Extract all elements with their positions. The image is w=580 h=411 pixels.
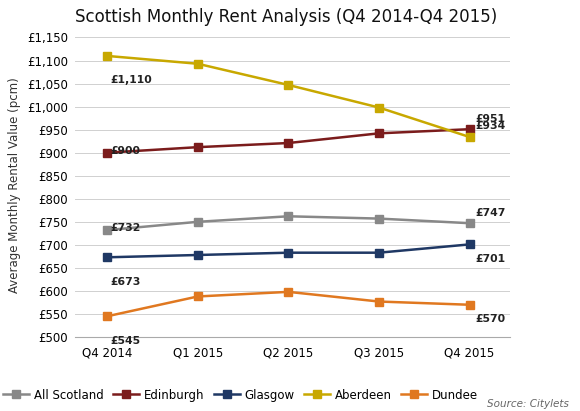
Text: £900: £900 [110, 146, 140, 156]
Glasgow [375, 250, 382, 255]
Line: Edinburgh: Edinburgh [103, 125, 474, 157]
Aberdeen [104, 53, 111, 58]
Text: £732: £732 [110, 223, 140, 233]
All Scotland [285, 214, 292, 219]
Dundee [375, 299, 382, 304]
Dundee [285, 289, 292, 294]
Text: £545: £545 [110, 336, 140, 346]
Line: Glasgow: Glasgow [103, 240, 474, 261]
Aberdeen [194, 61, 201, 66]
All Scotland [466, 221, 473, 226]
Aberdeen [285, 83, 292, 88]
All Scotland [194, 219, 201, 224]
Text: £934: £934 [475, 122, 505, 132]
Edinburgh [104, 150, 111, 155]
Glasgow [285, 250, 292, 255]
Aberdeen [466, 134, 473, 139]
Text: £673: £673 [110, 277, 140, 287]
Y-axis label: Average Monthly Rental Value (pcm): Average Monthly Rental Value (pcm) [8, 77, 21, 293]
Edinburgh [375, 131, 382, 136]
Dundee [104, 314, 111, 319]
Text: £747: £747 [475, 208, 506, 218]
Line: All Scotland: All Scotland [103, 212, 474, 234]
Text: £1,110: £1,110 [110, 75, 151, 85]
Dundee [194, 294, 201, 299]
Edinburgh [285, 141, 292, 145]
Line: Dundee: Dundee [103, 288, 474, 321]
Line: Aberdeen: Aberdeen [103, 52, 474, 141]
Aberdeen [375, 105, 382, 110]
Text: Source: Citylets: Source: Citylets [487, 399, 568, 409]
Edinburgh [194, 145, 201, 150]
All Scotland [104, 228, 111, 233]
Text: £570: £570 [475, 314, 505, 324]
Text: Scottish Monthly Rent Analysis (Q4 2014-Q4 2015): Scottish Monthly Rent Analysis (Q4 2014-… [75, 8, 498, 26]
All Scotland [375, 216, 382, 221]
Glasgow [466, 242, 473, 247]
Glasgow [104, 255, 111, 260]
Glasgow [194, 252, 201, 257]
Text: £951: £951 [475, 113, 505, 124]
Text: £701: £701 [475, 254, 505, 264]
Legend: All Scotland, Edinburgh, Glasgow, Aberdeen, Dundee: All Scotland, Edinburgh, Glasgow, Aberde… [3, 388, 478, 402]
Edinburgh [466, 127, 473, 132]
Dundee [466, 302, 473, 307]
